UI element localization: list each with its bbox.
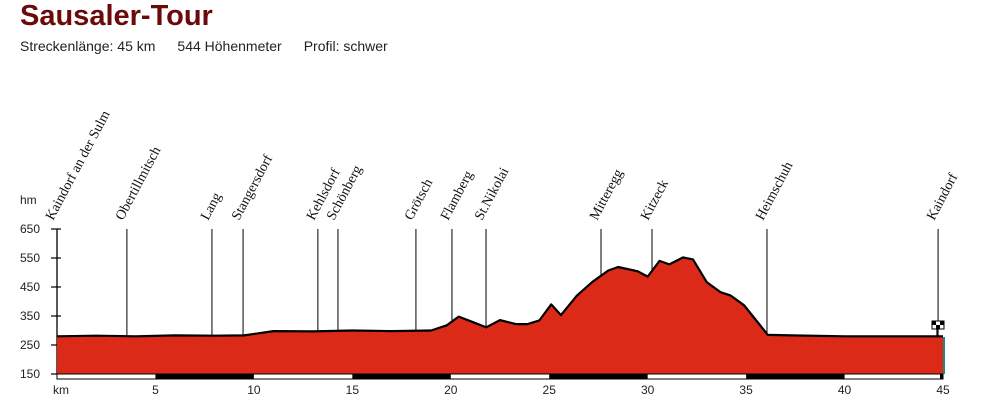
- y-unit-label: hm: [20, 193, 37, 207]
- x-tick-label: 35: [739, 383, 753, 397]
- waypoint-label: Grötsch: [402, 177, 436, 223]
- y-tick-label: 650: [20, 222, 40, 236]
- y-tick-label: 150: [20, 367, 40, 381]
- waypoint-markers: Kaindorf an der Sulm Obertillmitsch Lang St…: [43, 108, 961, 337]
- finish-flag-icon: [931, 320, 945, 337]
- waypoint-label: Stangersdorf: [229, 152, 276, 223]
- x-axis: km 5 10 15 20 25 30 35 40 45: [53, 373, 950, 397]
- x-tick-label: 10: [247, 383, 261, 397]
- waypoint-label: St.Nikolai: [472, 165, 512, 223]
- x-tick-label: 30: [641, 383, 655, 397]
- waypoint-label: Mitteregg: [587, 167, 626, 223]
- x-tick-label: 40: [838, 383, 852, 397]
- y-tick-label: 350: [20, 309, 40, 323]
- y-axis: hm 150 250 350 450 550 650: [20, 193, 61, 381]
- waypoint-label: Kaindorf an der Sulm: [43, 108, 113, 223]
- tour-summary: Streckenlänge: 45 km 544 Höhenmeter Profil…: [20, 38, 410, 54]
- x-tick-label: 45: [936, 383, 950, 397]
- x-tick-label: 20: [444, 383, 458, 397]
- waypoint-label: Lang: [198, 190, 225, 222]
- waypoint-label: Obertillmitsch: [113, 144, 164, 222]
- elevation-outline: [56, 256, 943, 338]
- elevation-area: [57, 257, 943, 374]
- waypoint-label: Flamberg: [438, 169, 476, 223]
- y-tick-label: 250: [20, 338, 40, 352]
- difficulty: Profil: schwer: [303, 38, 388, 54]
- waypoint-label: Kitzeck: [638, 177, 672, 222]
- x-tick-label: 15: [346, 383, 360, 397]
- y-tick-label: 550: [20, 251, 40, 265]
- waypoint-label: Heimschuh: [753, 160, 796, 223]
- elevation-gain: 544 Höhenmeter: [177, 38, 282, 54]
- x-unit-label: km: [53, 383, 69, 397]
- waypoint-label: Kaindorf: [924, 171, 961, 223]
- route-length: Streckenlänge: 45 km: [20, 38, 156, 54]
- x-tick-label: 5: [152, 383, 159, 397]
- page-title: Sausaler-Tour: [20, 0, 213, 32]
- x-tick-label: 25: [543, 383, 557, 397]
- y-tick-label: 450: [20, 280, 40, 294]
